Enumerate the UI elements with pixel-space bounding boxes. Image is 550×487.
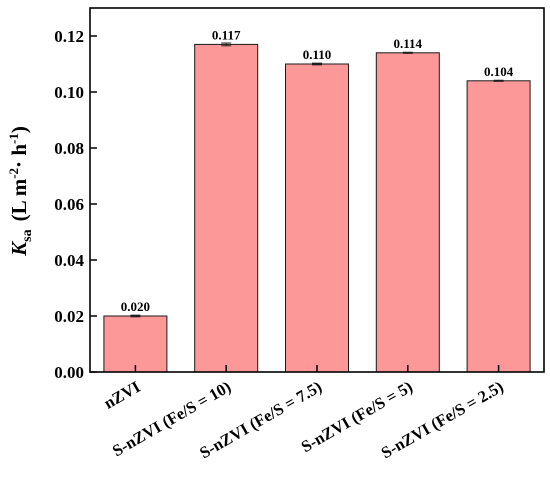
bar [285, 63, 349, 373]
x-tick-label: nZVI [101, 377, 144, 413]
y-axis-ticks: 0.00 0.02 0.04 0.06 0.08 0.10 0.12 [54, 27, 97, 382]
data-label: 0.117 [212, 27, 241, 42]
y-tick-label: 0.00 [54, 363, 84, 382]
bars: 0.020 0.117 0.110 0.114 0.104 [103, 27, 531, 373]
svg-text:Ksa(L m-2· h-1): Ksa (L m-2· h-1) [6, 126, 35, 257]
y-axis-units-mid: · h [7, 144, 31, 168]
y-tick-label: 0.04 [54, 251, 84, 270]
bar [194, 43, 259, 373]
y-tick-label: 0.02 [54, 307, 84, 326]
y-axis-units-close: ) [7, 126, 31, 133]
y-axis-units-open: (L m [7, 178, 31, 221]
y-axis-exp1: -2 [6, 168, 21, 179]
data-label: 0.114 [394, 36, 423, 51]
plot-frame [89, 7, 545, 373]
y-tick-label: 0.10 [54, 83, 84, 102]
y-axis-title: Ksa (L m-2· h-1) [6, 126, 35, 257]
y-axis-symbol: K [7, 240, 31, 257]
data-label: 0.104 [484, 64, 514, 79]
bar [375, 52, 440, 373]
y-tick-label: 0.12 [54, 27, 84, 46]
data-label: 0.020 [121, 299, 150, 314]
y-tick-label: 0.08 [54, 139, 84, 158]
y-tick-label: 0.06 [54, 195, 84, 214]
bar [466, 80, 531, 373]
bar [103, 315, 168, 373]
data-label: 0.110 [303, 47, 332, 62]
y-axis-subscript: sa [20, 229, 35, 241]
y-axis-exp2: -1 [6, 133, 21, 144]
